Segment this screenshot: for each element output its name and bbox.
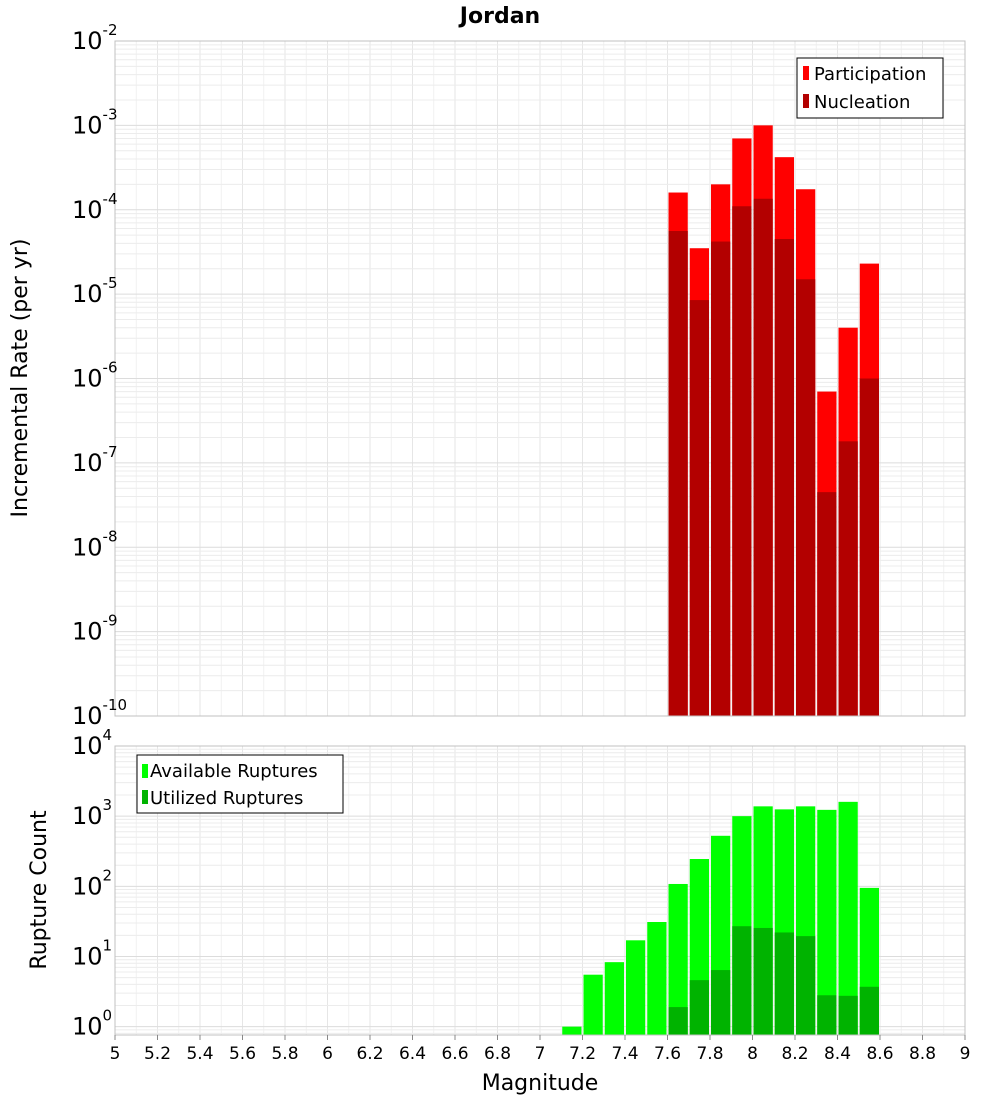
top-plot: 10-2 10-3 10-4 10-5 10-6 10-7 10-8 10-9 10-10 In…	[8, 21, 966, 730]
count-bar-utilized	[753, 927, 773, 1035]
top-grid	[114, 41, 966, 717]
x-tick-label: 8.4	[824, 1044, 851, 1064]
rate-bar-nucleation	[838, 441, 858, 716]
count-bar-available	[583, 974, 603, 1035]
x-tick-label: 5	[110, 1044, 121, 1064]
count-bar-available	[626, 940, 646, 1035]
x-tick-label: 5.4	[186, 1044, 213, 1064]
bottom-y-axis-label: Rupture Count	[27, 810, 52, 970]
bottom-y-ticks: 104 103 102 101 100	[72, 726, 112, 1041]
x-tick-label: 6.8	[484, 1044, 511, 1064]
legend-label-nucleation: Nucleation	[814, 92, 910, 113]
y-tick-label: 10-5	[72, 274, 118, 308]
bottom-bars	[562, 801, 879, 1035]
y-tick-label: 103	[72, 796, 112, 830]
top-legend: Participation Nucleation	[796, 57, 944, 119]
y-tick-label: 10-10	[72, 696, 127, 730]
x-tick-label: 8.8	[909, 1044, 936, 1064]
top-legend-box	[796, 57, 944, 119]
y-tick-label: 104	[72, 726, 112, 760]
rate-bar-nucleation	[796, 279, 816, 716]
top-y-axis-label: Incremental Rate (per yr)	[8, 239, 33, 518]
legend-label-utilized: Utilized Ruptures	[150, 788, 303, 809]
legend-swatch-participation	[803, 66, 809, 80]
x-tick-label: 9	[960, 1044, 971, 1064]
count-bar-utilized	[668, 1007, 688, 1035]
rate-bar-nucleation	[689, 300, 709, 716]
count-bar-utilized	[817, 995, 837, 1035]
count-bar-utilized	[859, 986, 879, 1035]
count-bar-available	[647, 922, 667, 1035]
count-bar-available	[817, 809, 837, 1035]
count-bar-utilized	[689, 980, 709, 1035]
count-bar-available	[838, 801, 858, 1035]
count-bar-utilized	[774, 932, 794, 1035]
x-tick-label: 6.2	[356, 1044, 383, 1064]
count-bar-utilized	[796, 936, 816, 1035]
y-tick-label: 10-6	[72, 359, 118, 393]
y-tick-label: 101	[72, 936, 112, 970]
count-bar-utilized	[838, 995, 858, 1035]
top-plot-frame	[114, 40, 966, 717]
count-bar-utilized	[732, 926, 752, 1035]
bottom-x-ticks: 5 5.2 5.4 5.6 5.8 6 6.2 6.4 6.6 6.8 7 7.2 7.4 7.6 7.8 8…	[110, 1035, 971, 1064]
y-tick-label: 10-9	[72, 612, 118, 646]
x-tick-label: 8.2	[781, 1044, 808, 1064]
x-tick-label: 7	[535, 1044, 546, 1064]
y-tick-label: 10-2	[72, 21, 118, 55]
count-bar-available	[668, 883, 688, 1035]
x-tick-label: 7.6	[654, 1044, 681, 1064]
top-bars	[668, 125, 879, 717]
legend-swatch-nucleation	[803, 94, 809, 108]
x-tick-label: 5.2	[144, 1044, 171, 1064]
count-bar-available	[562, 1026, 582, 1035]
count-bar-available	[604, 962, 624, 1035]
x-tick-label: 8	[747, 1044, 758, 1064]
legend-label-available: Available Ruptures	[150, 761, 318, 782]
x-tick-label: 6.4	[399, 1044, 426, 1064]
y-tick-label: 10-8	[72, 527, 118, 561]
rate-bar-nucleation	[774, 239, 794, 716]
y-tick-label: 100	[72, 1007, 112, 1041]
x-tick-label: 7.8	[696, 1044, 723, 1064]
rate-bar-nucleation	[753, 198, 773, 717]
x-tick-label: 8.6	[866, 1044, 893, 1064]
x-tick-label: 5.6	[229, 1044, 256, 1064]
x-axis-label: Magnitude	[482, 1071, 599, 1096]
y-tick-label: 10-4	[72, 190, 118, 224]
bottom-legend: Available Ruptures Utilized Ruptures	[136, 754, 344, 814]
x-tick-label: 7.2	[569, 1044, 596, 1064]
x-tick-label: 6.6	[441, 1044, 468, 1064]
x-tick-label: 7.4	[611, 1044, 638, 1064]
rate-bar-nucleation	[732, 206, 752, 716]
rate-bar-nucleation	[668, 230, 688, 716]
y-tick-label: 10-7	[72, 443, 118, 477]
bottom-plot: 104 103 102 101 100 5 5.2 5.4 5.6 5.8 6 6.2 6.4 6.6 6…	[27, 726, 970, 1096]
y-tick-label: 102	[72, 866, 112, 900]
top-y-ticks: 10-2 10-3 10-4 10-5 10-6 10-7 10-8 10-9 10-10	[72, 21, 127, 730]
legend-swatch-utilized	[142, 790, 148, 804]
count-bar-utilized	[711, 970, 731, 1035]
rate-bar-nucleation	[817, 492, 837, 716]
rate-bar-nucleation	[859, 378, 879, 716]
x-tick-label: 6	[322, 1044, 333, 1064]
bottom-legend-box	[136, 754, 344, 814]
x-tick-label: 5.8	[271, 1044, 298, 1064]
legend-swatch-available	[142, 764, 148, 778]
legend-label-participation: Participation	[814, 64, 926, 85]
chart-title: Jordan	[458, 4, 540, 29]
rate-bar-nucleation	[711, 241, 731, 717]
y-tick-label: 10-3	[72, 105, 118, 139]
